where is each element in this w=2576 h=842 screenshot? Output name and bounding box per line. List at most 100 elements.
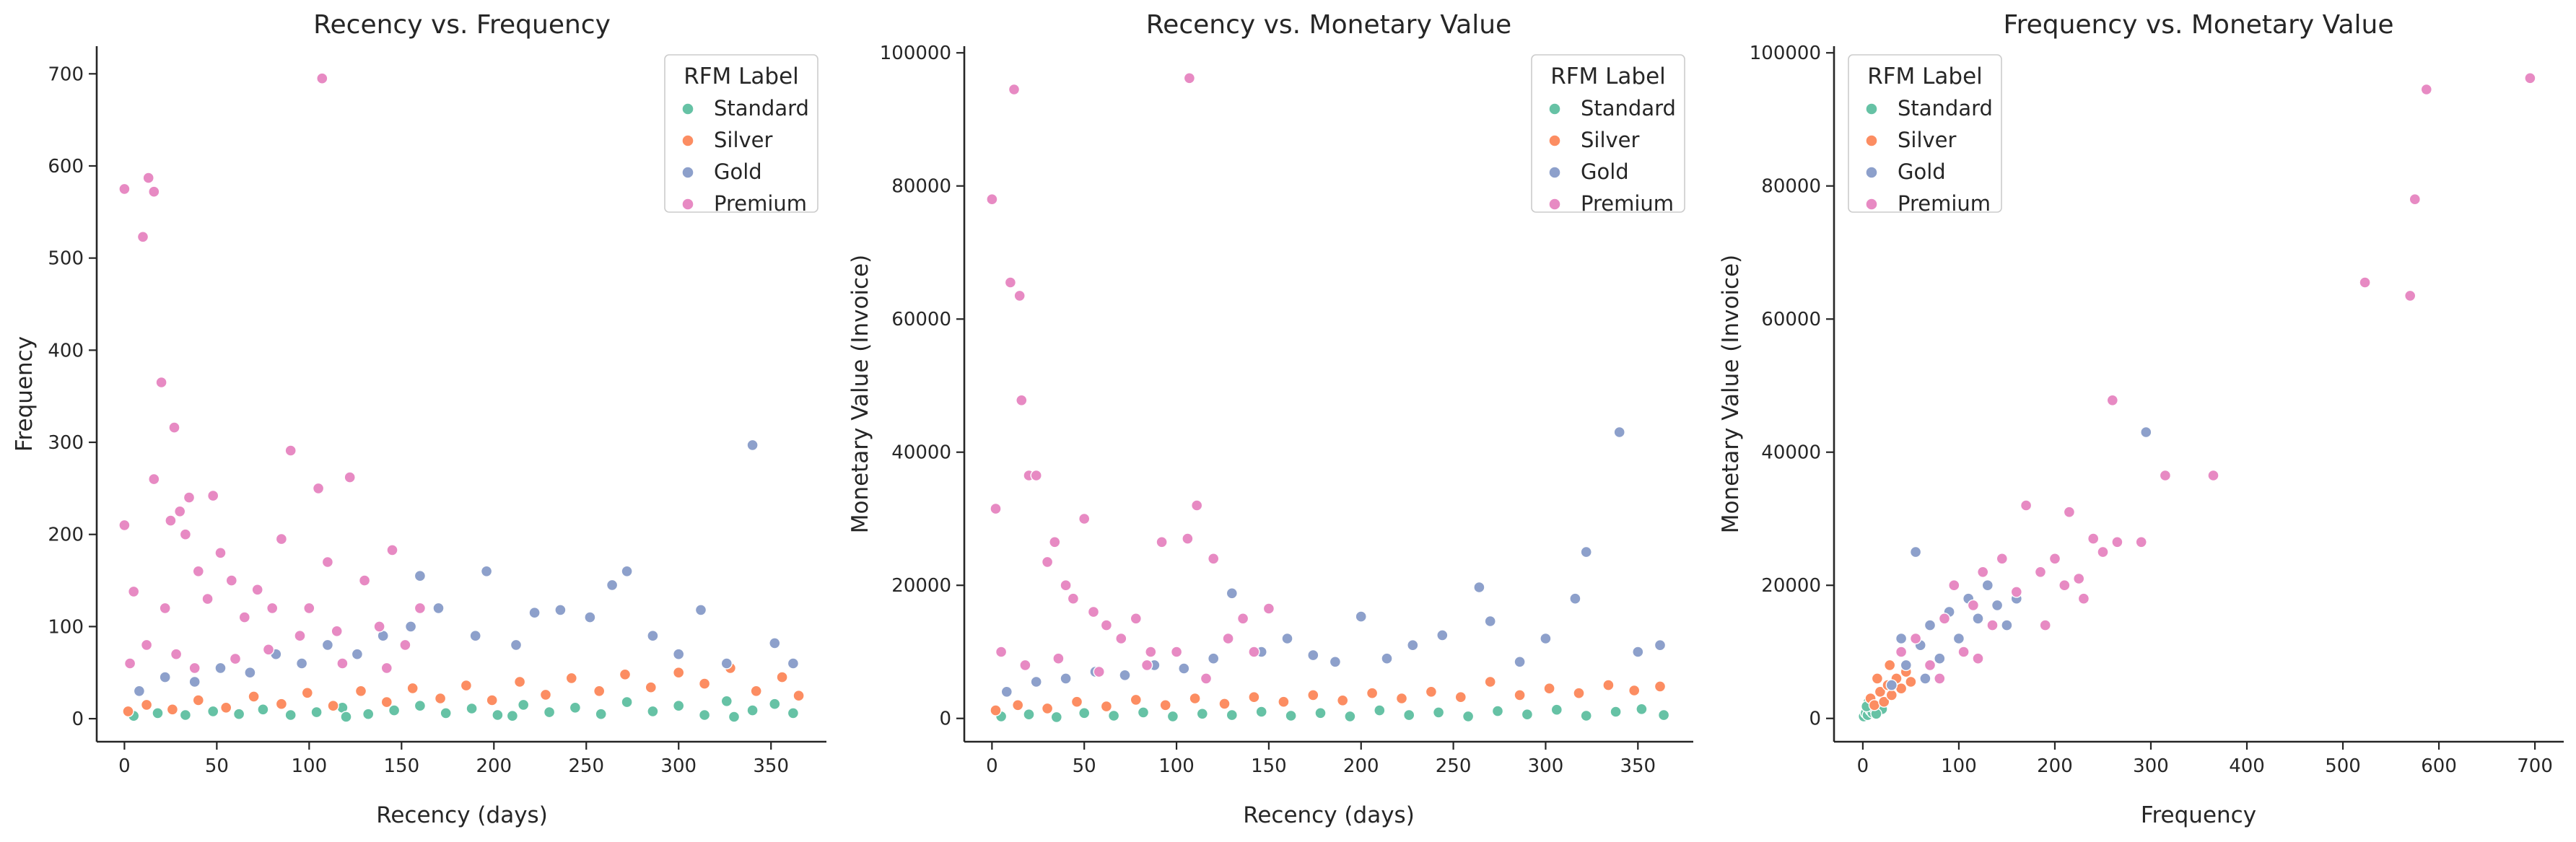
y-tick-label: 100000 — [880, 43, 951, 64]
point-silver — [776, 671, 788, 683]
point-gold — [1569, 592, 1581, 605]
point-silver — [1189, 692, 1201, 705]
legend-label-standard: Standard — [1581, 96, 1676, 120]
point-silver — [1366, 687, 1379, 699]
point-gold — [1000, 685, 1013, 698]
point-standard — [1137, 706, 1150, 719]
point-standard — [673, 700, 685, 712]
point-standard — [1078, 707, 1091, 719]
point-silver — [1395, 692, 1408, 705]
legend-marker-premium — [681, 198, 694, 211]
point-standard — [543, 706, 556, 719]
point-premium — [1019, 659, 1031, 672]
point-silver — [1100, 700, 1113, 713]
point-premium — [225, 574, 237, 587]
point-gold — [769, 637, 781, 649]
point-premium — [251, 584, 263, 596]
point-premium — [1222, 632, 1234, 645]
point-silver — [1628, 684, 1641, 697]
point-standard — [1636, 703, 1648, 715]
panel-frequency-vs-monetary: Frequency vs. Monetary Value Frequency M… — [1718, 10, 2564, 828]
point-gold — [1355, 610, 1367, 623]
point-premium — [284, 444, 297, 457]
point-premium — [1207, 553, 1220, 565]
point-gold — [1281, 632, 1293, 645]
point-standard — [492, 709, 504, 722]
point-premium — [142, 172, 154, 184]
point-gold — [1381, 652, 1393, 665]
y-tick-label: 100 — [48, 616, 84, 638]
point-premium — [1115, 632, 1127, 645]
point-premium — [1924, 659, 1937, 672]
point-premium — [2058, 579, 2071, 592]
legend-label-silver: Silver — [1898, 128, 1957, 152]
point-silver — [380, 696, 393, 709]
y-tick-label: 600 — [48, 156, 84, 177]
point-premium — [1052, 652, 1065, 665]
y-tick-label: 200 — [48, 525, 84, 546]
point-premium — [214, 547, 227, 559]
point-silver — [1011, 699, 1024, 711]
point-premium — [1967, 599, 1980, 612]
point-premium — [1895, 646, 1908, 658]
point-gold — [1981, 579, 1994, 592]
x-tick-label: 350 — [753, 755, 789, 777]
y-tick-label: 100000 — [1750, 43, 1821, 64]
legend-label-standard: Standard — [1898, 96, 1993, 120]
point-premium — [1934, 672, 1946, 685]
point-premium — [2111, 536, 2123, 548]
point-premium — [1030, 469, 1042, 482]
point-premium — [1248, 646, 1260, 658]
point-premium — [1004, 276, 1017, 289]
point-silver — [1278, 696, 1290, 708]
point-premium — [336, 657, 349, 670]
point-silver — [1543, 683, 1555, 695]
point-premium — [1976, 566, 1989, 578]
x-tick-label: 150 — [1251, 755, 1287, 777]
point-standard — [595, 708, 607, 720]
point-premium — [303, 602, 315, 615]
point-premium — [192, 565, 204, 577]
point-gold — [480, 565, 493, 577]
x-tick-label: 200 — [476, 755, 512, 777]
point-gold — [188, 675, 201, 688]
y-tick-label: 40000 — [891, 442, 951, 464]
point-premium — [380, 662, 393, 675]
point-gold — [1613, 426, 1625, 439]
chart-title: Recency vs. Monetary Value — [1146, 10, 1511, 40]
point-standard — [1402, 709, 1415, 722]
point-premium — [2409, 193, 2422, 206]
point-silver — [1070, 696, 1083, 708]
y-axis-label: Monetary Value (Invoice) — [1718, 255, 1744, 534]
point-gold — [1654, 639, 1667, 652]
point-premium — [1060, 579, 1072, 592]
point-premium — [1013, 289, 1026, 302]
point-premium — [1200, 672, 1213, 685]
point-premium — [316, 72, 328, 84]
point-gold — [1207, 652, 1220, 665]
point-premium — [2524, 72, 2536, 84]
point-premium — [2063, 506, 2076, 518]
point-silver — [1484, 675, 1496, 688]
point-gold — [554, 604, 567, 616]
legend-marker-gold — [1865, 166, 1878, 179]
point-gold — [404, 620, 417, 633]
point-silver — [539, 688, 552, 701]
point-silver — [354, 685, 367, 697]
point-silver — [1159, 699, 1171, 711]
y-tick-label: 80000 — [891, 176, 951, 198]
point-standard — [1462, 710, 1475, 723]
point-premium — [1262, 602, 1275, 615]
x-tick-label: 250 — [568, 755, 604, 777]
point-gold — [469, 630, 481, 642]
point-gold — [1329, 656, 1342, 668]
point-gold — [1991, 599, 2004, 612]
legend-label-gold: Gold — [714, 159, 762, 184]
panel-recency-vs-frequency: Recency vs. Frequency Recency (days) Fre… — [12, 10, 826, 828]
point-gold — [1407, 639, 1419, 652]
x-tick-label: 400 — [2229, 755, 2265, 777]
point-standard — [388, 704, 401, 716]
point-standard — [310, 706, 323, 719]
point-silver — [1874, 685, 1887, 698]
point-premium — [294, 630, 306, 642]
